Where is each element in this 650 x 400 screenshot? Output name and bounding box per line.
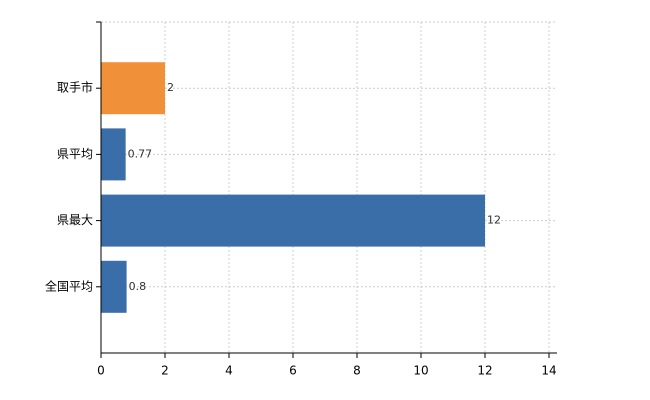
x-tick-label: 2 bbox=[161, 364, 169, 378]
x-tick-label: 8 bbox=[353, 364, 361, 378]
data-label: 0.77 bbox=[128, 147, 153, 160]
data-label: 0.8 bbox=[129, 280, 147, 293]
y-tick-label: 県平均 bbox=[57, 147, 93, 161]
bar bbox=[101, 260, 127, 313]
y-tick-label: 県最大 bbox=[57, 213, 93, 227]
x-tick-label: 0 bbox=[97, 364, 105, 378]
bar bbox=[101, 62, 165, 115]
x-tick-label: 12 bbox=[477, 364, 492, 378]
bar bbox=[101, 194, 485, 247]
data-label: 12 bbox=[487, 214, 501, 227]
bar bbox=[101, 128, 126, 181]
data-label: 2 bbox=[167, 81, 174, 94]
x-tick-label: 10 bbox=[413, 364, 428, 378]
x-tick-label: 14 bbox=[541, 364, 556, 378]
y-tick-label: 取手市 bbox=[57, 80, 93, 95]
y-tick-label: 全国平均 bbox=[45, 278, 93, 293]
x-tick-label: 6 bbox=[289, 364, 297, 378]
x-tick-label: 4 bbox=[225, 364, 233, 378]
